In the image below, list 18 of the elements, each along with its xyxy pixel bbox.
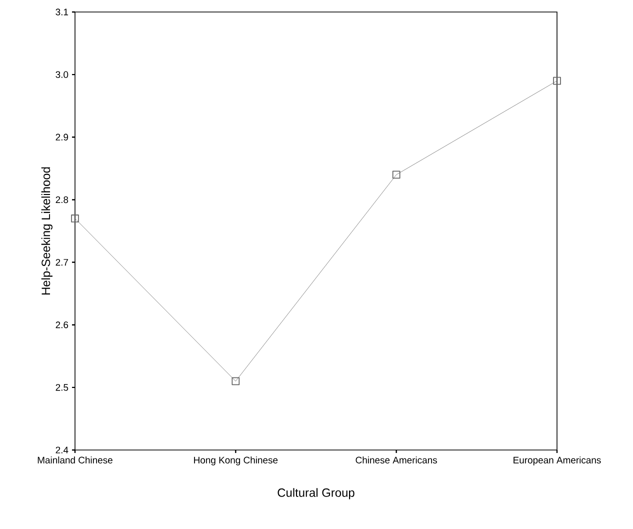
y-tick-label: 2.4	[56, 446, 68, 454]
y-axis-title: Help-Seeking Likelihood	[41, 167, 52, 294]
x-tick-label: Hong Kong Chinese	[194, 456, 278, 466]
y-tick-label: 2.9	[56, 134, 68, 140]
x-axis-title: Cultural Group	[278, 488, 354, 500]
y-tick-label: 2.6	[56, 322, 68, 328]
x-tick-label: Chinese Americans	[356, 456, 438, 464]
x-tick-label: European Americans	[514, 456, 601, 466]
point	[232, 377, 240, 386]
y-tick-label: 2.5	[56, 384, 68, 391]
point	[71, 214, 79, 222]
x-tick-label: Mainland Chinese	[38, 456, 112, 464]
y-tick-label: 2.8	[56, 196, 68, 204]
point	[553, 76, 561, 85]
y-tick-label: 3.0	[56, 71, 68, 78]
y-tick-label: 2.7	[56, 258, 68, 266]
point	[392, 170, 400, 179]
y-tick-label: 3.1	[56, 8, 68, 16]
